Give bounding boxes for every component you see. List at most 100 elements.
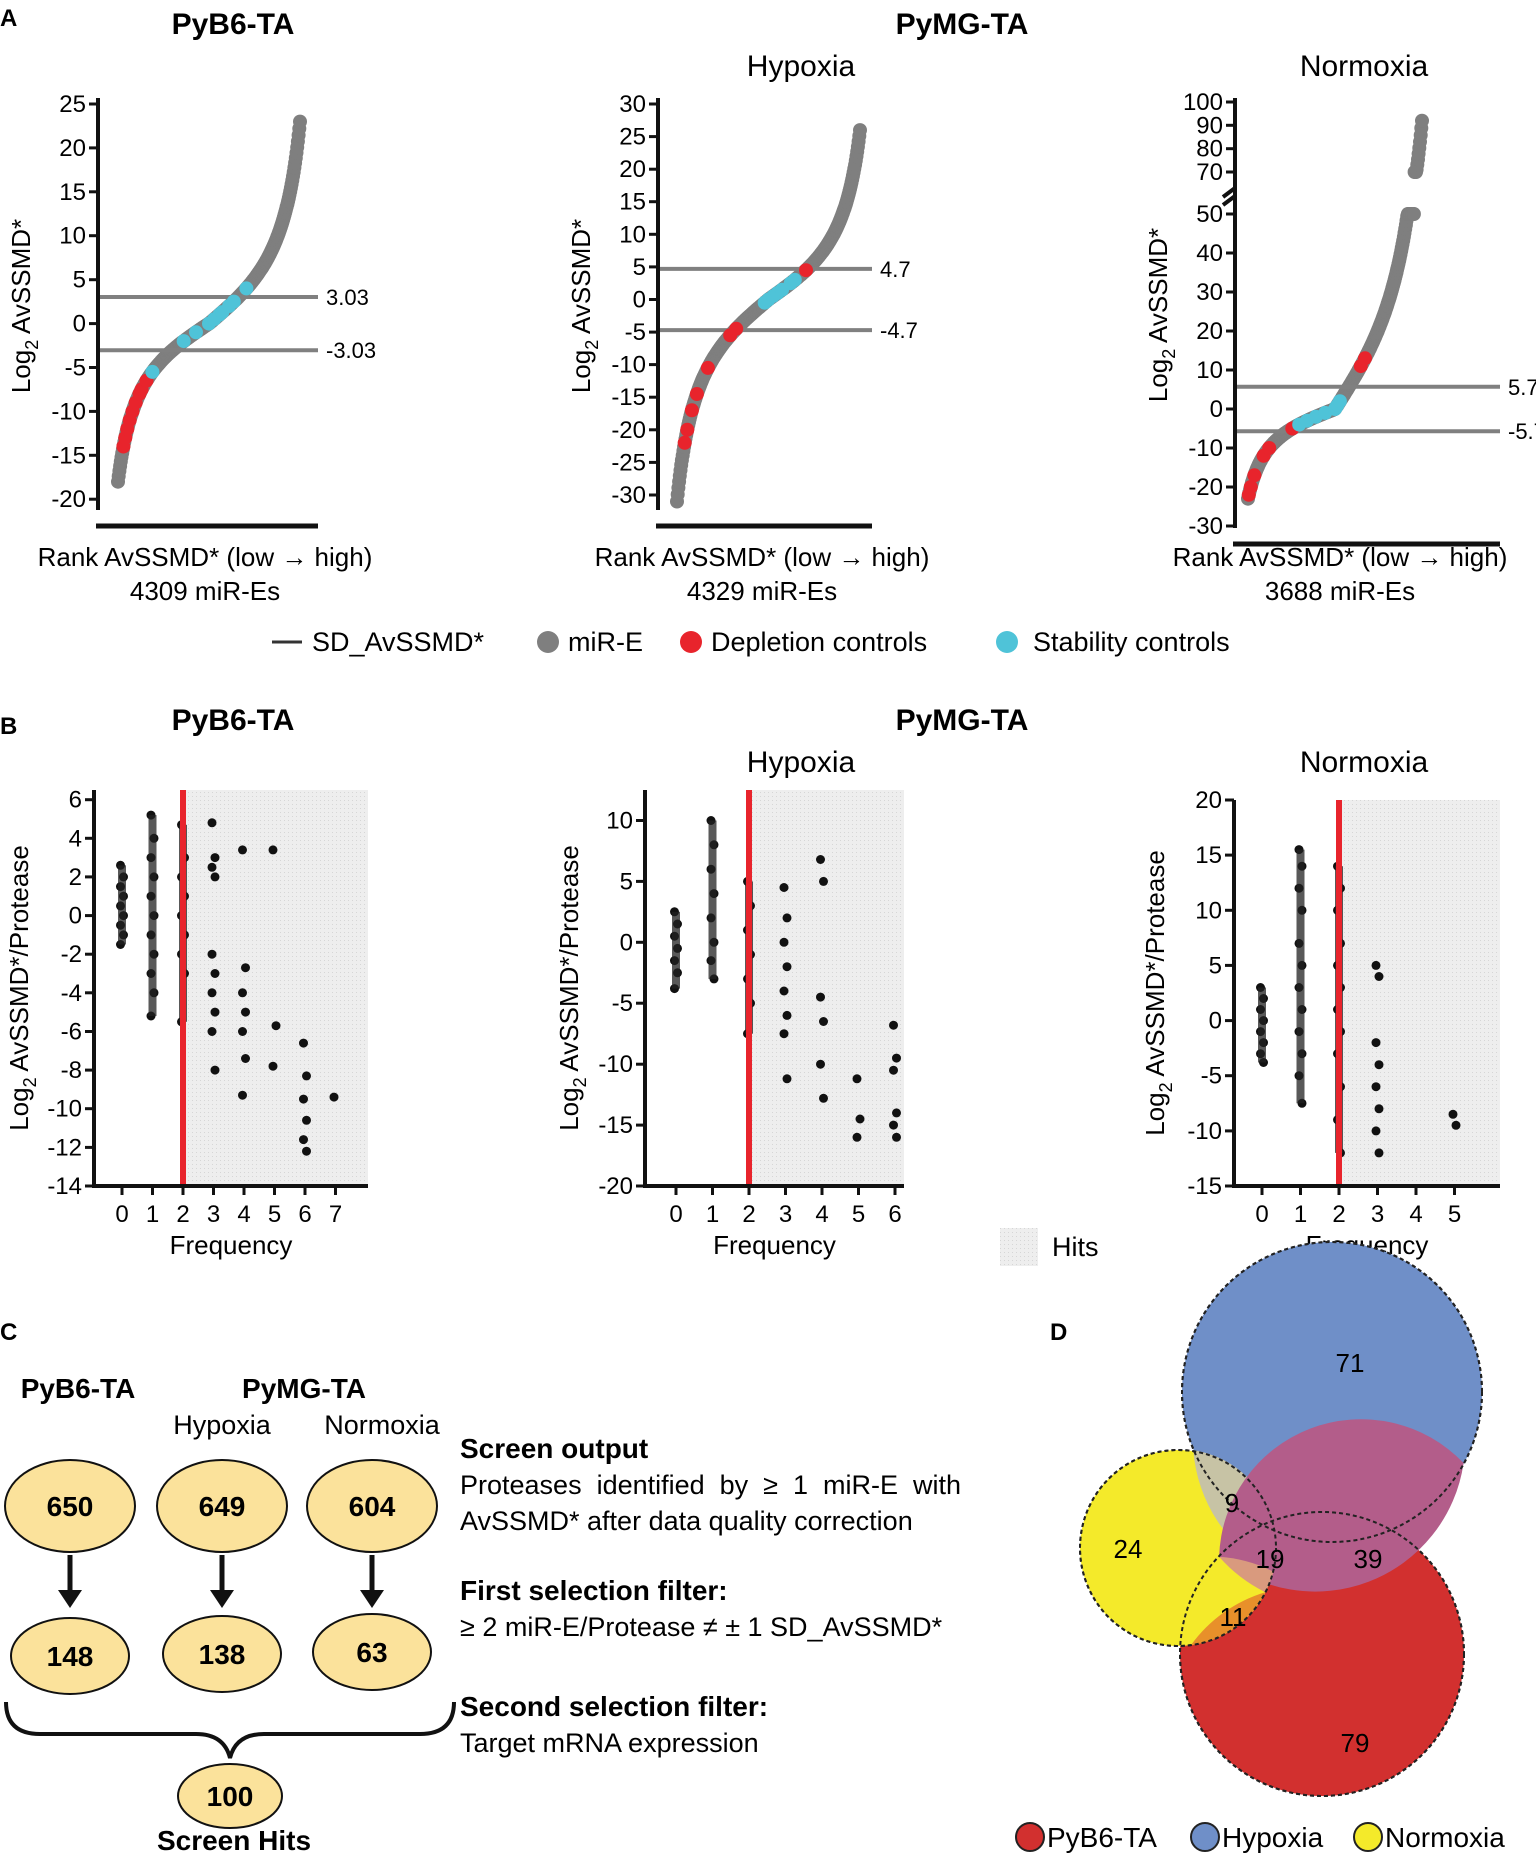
threshold-label: 4.7 <box>880 257 911 282</box>
y-tick-label: 0 <box>69 903 82 930</box>
y-tick-label: -10 <box>611 352 646 379</box>
protease-point <box>779 883 789 892</box>
y-tick-label: 10 <box>606 808 633 835</box>
y-tick-label: -30 <box>611 482 646 509</box>
y-tick-label: 5 <box>633 254 646 281</box>
y-tick-label: 90 <box>1196 112 1223 139</box>
x-axis-label-pre: Rank AvSSMD* (low <box>1173 542 1417 572</box>
protease-point <box>852 1074 862 1084</box>
y-tick-label: -10 <box>47 1096 82 1123</box>
x-tick-label: 2 <box>176 1201 189 1228</box>
panel-letter-a: A <box>0 5 17 32</box>
y-axis-label: Log2 AvSSMD* <box>6 219 42 393</box>
protease-point <box>1374 972 1384 981</box>
x-tick-label: 4 <box>1409 1201 1422 1228</box>
b2-subtitle: Hypoxia <box>747 746 856 779</box>
protease-point <box>207 988 217 998</box>
x-axis-label-post: high) <box>864 542 929 572</box>
stability-control-point <box>787 272 802 287</box>
y-tick-label: -15 <box>611 384 646 411</box>
oval-mid-normoxia-value: 63 <box>356 1637 387 1668</box>
protease-column <box>148 815 157 1016</box>
y-axis-label: Log2 AvSSMD*/Protease <box>4 845 40 1131</box>
y-tick-label: 10 <box>1195 897 1222 924</box>
protease-point <box>889 1120 898 1130</box>
protease-column <box>118 865 126 945</box>
venn-normoxia-only: 24 <box>1114 1534 1143 1564</box>
depletion-control-point <box>799 263 813 278</box>
legend-a: SD_AvSSMD* miR-E Depletion controls Stab… <box>272 627 1230 657</box>
threshold-label: 3.03 <box>326 285 369 310</box>
y-axis-label: Log2 AvSSMD* <box>1143 228 1179 402</box>
y-tick-label: 15 <box>59 179 86 206</box>
y-tick-label: 25 <box>59 91 86 118</box>
x-tick-label: 2 <box>742 1201 755 1228</box>
oval-top-pyb6: 650 <box>4 1459 136 1553</box>
threshold-label: -5.7 <box>1508 419 1536 444</box>
y-tick-label: 20 <box>619 156 646 183</box>
n-label: 4309 miR-Es <box>130 576 280 606</box>
y-tick-label: 80 <box>1196 136 1223 163</box>
protease-point <box>241 1054 250 1063</box>
venn-legend: PyB6-TA Hypoxia Normoxia <box>1015 1822 1505 1853</box>
venn-legend-normoxia: Normoxia <box>1385 1822 1505 1853</box>
protease-point <box>238 1027 247 1036</box>
hits-region <box>1339 800 1500 1186</box>
y-tick-label: 30 <box>1196 279 1223 306</box>
y-axis-label-rest: AvSSMD*/Protease <box>554 845 584 1077</box>
protease-point <box>271 1021 281 1031</box>
stability-control-point <box>145 364 160 379</box>
step2-line1: ≥ 2 miR-E/Protease ≠ ± 1 SD_AvSSMD* <box>460 1612 943 1642</box>
x-tick-label: 4 <box>237 1201 250 1228</box>
protease-point <box>302 1146 311 1156</box>
y-axis-label-main: Log <box>1140 1092 1170 1135</box>
legend-hits-swatch <box>1000 1228 1038 1266</box>
protease-point <box>210 1065 220 1075</box>
oval-mid-normoxia: 63 <box>312 1613 432 1691</box>
x-tick-label: 6 <box>298 1201 311 1228</box>
y-tick-label: 10 <box>1196 357 1223 384</box>
venn-all-three: 19 <box>1256 1544 1285 1574</box>
protease-point <box>1448 1109 1458 1119</box>
protease-point <box>816 1059 825 1069</box>
y-axis-label: Log2 AvSSMD* <box>566 219 602 393</box>
protease-point <box>819 1017 828 1026</box>
b-group-title: PyMG-TA <box>896 704 1029 737</box>
y-tick-label: -15 <box>1187 1173 1222 1200</box>
chart-a2-hypoxia: 4.7 -4.7 -30 -25 -20 -15 -10 -5 0 5 10 15 20 25 30 Log2… <box>566 91 929 606</box>
panel-letter-c: C <box>0 1319 17 1346</box>
x-axis-label: Rank AvSSMD* (low → high) <box>38 542 373 572</box>
protease-point <box>268 845 278 855</box>
protease-point <box>238 845 247 855</box>
oval-mid-hypoxia: 138 <box>162 1615 282 1693</box>
x-tick-label: 1 <box>146 1201 159 1228</box>
x-tick-label: 4 <box>815 1201 828 1228</box>
venn-overlap-pyb6-hyp <box>1219 1419 1464 1592</box>
protease-point <box>299 1038 308 1048</box>
x-tick-label: 0 <box>1255 1201 1268 1228</box>
depletion-control-point <box>680 422 695 437</box>
hits-region <box>749 790 904 1186</box>
protease-point <box>782 1074 792 1084</box>
protease-point <box>241 963 250 973</box>
legend-depletion-label: Depletion controls <box>711 627 927 657</box>
protease-point <box>207 818 217 828</box>
x-tick-label: 7 <box>329 1201 342 1228</box>
legend-stability-label: Stability controls <box>1033 627 1230 657</box>
protease-point <box>1371 1038 1381 1048</box>
x-axis-label: Frequency <box>170 1230 293 1260</box>
flow-group-title: PyMG-TA <box>242 1373 366 1404</box>
y-tick-label: 30 <box>619 91 646 118</box>
protease-point <box>302 1115 311 1125</box>
protease-point <box>892 1132 901 1142</box>
y-axis-label: Log2 AvSSMD*/Protease <box>554 845 590 1131</box>
protease-point <box>299 1094 308 1104</box>
y-tick-label: -4 <box>61 980 82 1007</box>
protease-point <box>819 876 828 886</box>
protease-point <box>779 937 789 947</box>
axis-break-mark <box>1221 186 1237 207</box>
y-axis-label-rest: AvSSMD* <box>6 219 36 340</box>
